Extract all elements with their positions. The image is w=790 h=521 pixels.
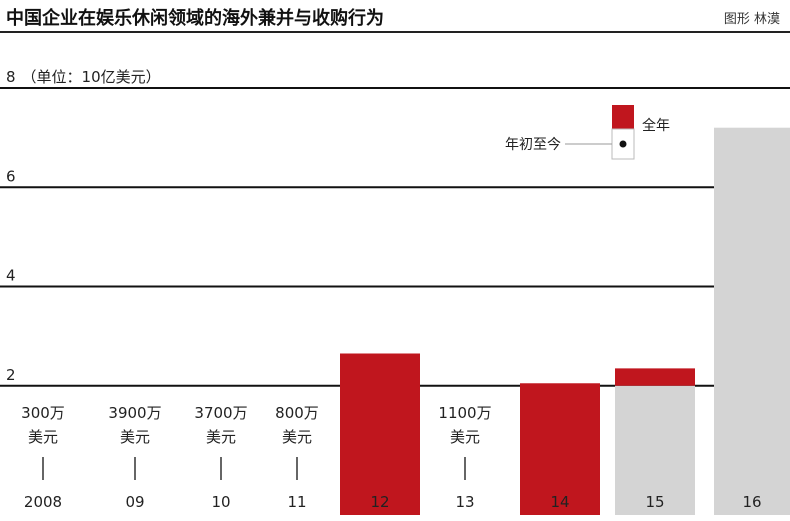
title-rule xyxy=(0,31,790,33)
x-tick-label-11: 11 xyxy=(287,493,306,511)
bar-full-year-15 xyxy=(615,368,695,386)
y-tick-label-8: 8 （单位：10亿美元） xyxy=(6,68,161,86)
chart-credit: 图形 林漠 xyxy=(723,12,780,27)
bar-full-year-14 xyxy=(520,383,600,515)
x-tick-label-15: 15 xyxy=(645,493,664,511)
x-tick-label-2008: 2008 xyxy=(24,493,62,511)
bar-full-year-12 xyxy=(340,353,420,515)
value-label-11: 800万 xyxy=(275,404,319,422)
gridlines xyxy=(0,87,790,387)
legend-label-full-year: 全年 xyxy=(642,117,670,134)
bar-ytd-15 xyxy=(615,385,695,515)
chart-title: 中国企业在娱乐休闲领域的海外兼并与收购行为 xyxy=(6,8,384,29)
value-unit-label-2008: 美元 xyxy=(28,428,58,446)
y-tick-label-2: 2 xyxy=(6,366,16,384)
x-tick-label-13: 13 xyxy=(455,493,474,511)
x-tick-label-10: 10 xyxy=(211,493,230,511)
value-unit-label-11: 美元 xyxy=(282,428,312,446)
bar-ytd-16 xyxy=(714,127,790,515)
value-label-2008: 300万 xyxy=(21,404,65,422)
unit-label: （单位：10亿美元） xyxy=(22,68,161,86)
value-label-13: 1100万 xyxy=(438,404,491,422)
x-tick-label-12: 12 xyxy=(370,493,389,511)
y-tick-label-4: 4 xyxy=(6,267,16,285)
value-unit-label-09: 美元 xyxy=(120,428,150,446)
value-unit-label-13: 美元 xyxy=(450,428,480,446)
value-label-10: 3700万 xyxy=(194,404,247,422)
bars xyxy=(340,127,790,515)
x-tick-label-16: 16 xyxy=(742,493,761,511)
value-unit-label-10: 美元 xyxy=(206,428,236,446)
x-tick-label-14: 14 xyxy=(550,493,569,511)
y-tick-label-6: 6 xyxy=(6,167,16,185)
x-tick-label-09: 09 xyxy=(125,493,144,511)
legend-marker-dot xyxy=(619,140,627,148)
labels: 2 4 6 8 （单位：10亿美元） 2008 09 10 11 12 13 14 15 16 300万美元… xyxy=(6,68,762,511)
legend-swatch-full-year xyxy=(612,105,634,129)
legend-label-ytd: 年初至今 xyxy=(505,136,561,153)
value-label-09: 3900万 xyxy=(108,404,161,422)
